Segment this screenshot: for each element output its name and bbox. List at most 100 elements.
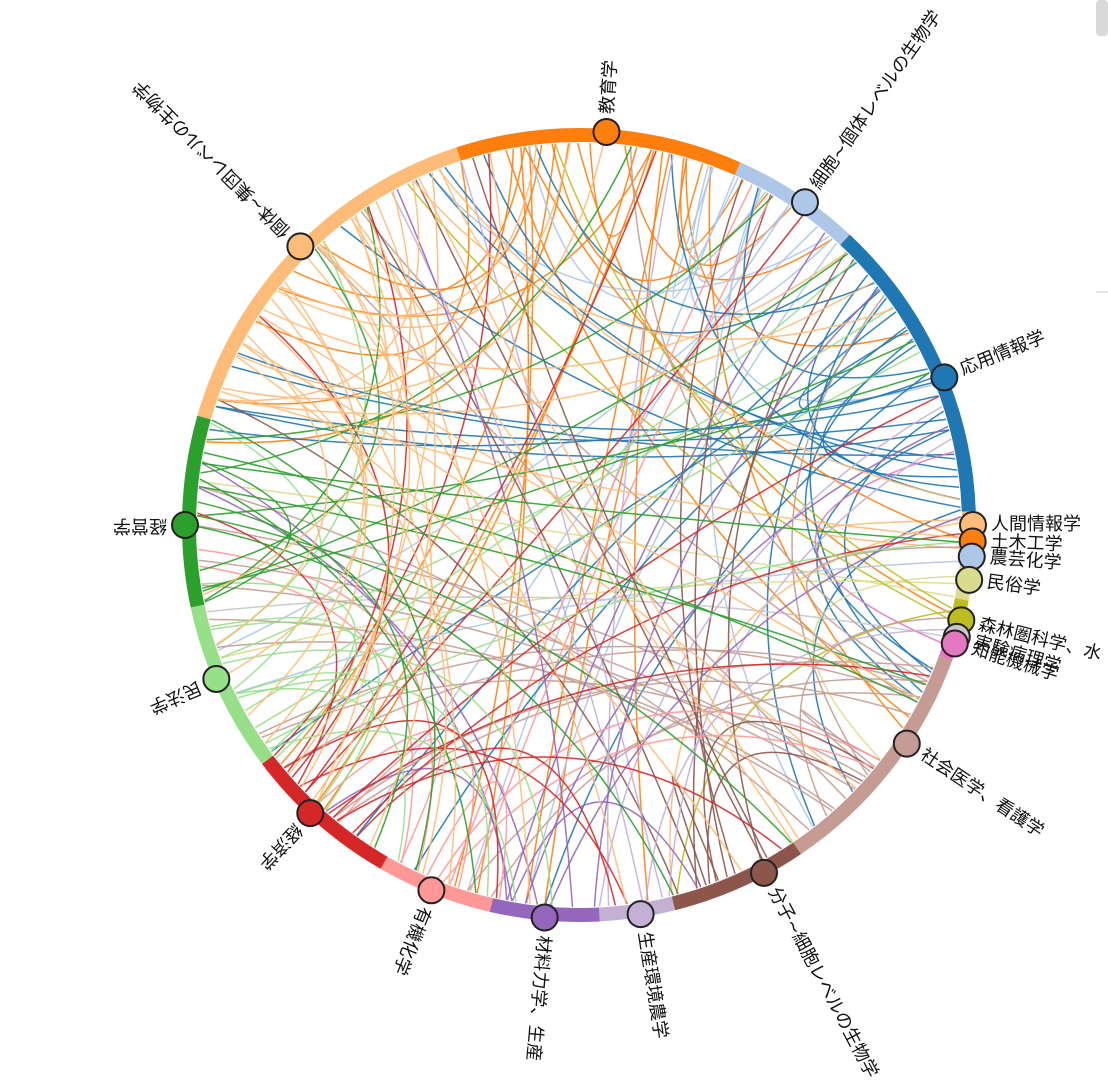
group-label: 細胞~個体レベルの生物学 bbox=[806, 7, 945, 194]
link bbox=[304, 214, 804, 793]
link bbox=[269, 730, 517, 902]
link bbox=[645, 628, 947, 902]
link bbox=[220, 306, 894, 659]
link bbox=[238, 678, 490, 896]
group-node bbox=[626, 900, 655, 929]
link bbox=[476, 147, 530, 894]
link bbox=[280, 145, 538, 317]
link bbox=[306, 256, 627, 905]
group-node bbox=[892, 729, 921, 758]
group-label: 分子~細胞レベルの生物学 bbox=[764, 884, 883, 1082]
link bbox=[624, 145, 833, 281]
link bbox=[201, 461, 292, 603]
link bbox=[322, 240, 433, 846]
link bbox=[206, 596, 945, 637]
link bbox=[199, 478, 477, 893]
link bbox=[352, 532, 961, 834]
group-node bbox=[955, 565, 984, 594]
link bbox=[805, 546, 961, 683]
link bbox=[506, 232, 826, 901]
link bbox=[217, 398, 679, 895]
link bbox=[265, 541, 961, 745]
link bbox=[694, 166, 790, 283]
link bbox=[220, 390, 961, 539]
group-label: 応用情報学 bbox=[957, 327, 1048, 380]
link bbox=[199, 565, 414, 864]
link bbox=[226, 318, 369, 675]
link bbox=[242, 342, 857, 789]
link bbox=[812, 509, 961, 792]
link bbox=[418, 177, 799, 839]
link bbox=[332, 395, 940, 818]
link bbox=[694, 194, 772, 878]
group-arc bbox=[671, 842, 801, 911]
link bbox=[412, 180, 895, 340]
link bbox=[258, 315, 390, 778]
link bbox=[593, 288, 880, 907]
link bbox=[469, 194, 773, 892]
link bbox=[276, 142, 571, 329]
link bbox=[210, 422, 323, 690]
link bbox=[211, 621, 380, 805]
link bbox=[809, 286, 923, 693]
scrollbar-edge bbox=[1096, 0, 1108, 36]
link bbox=[198, 485, 927, 686]
link bbox=[336, 756, 782, 850]
link bbox=[201, 462, 961, 543]
link bbox=[629, 146, 930, 679]
link bbox=[206, 143, 570, 444]
group-node bbox=[171, 511, 199, 539]
link bbox=[202, 253, 849, 592]
group-label: 民俗学 bbox=[986, 571, 1042, 599]
group-node bbox=[592, 117, 621, 146]
link bbox=[511, 801, 699, 902]
link bbox=[261, 679, 867, 778]
link bbox=[222, 143, 605, 400]
link bbox=[524, 146, 962, 540]
links bbox=[196, 142, 962, 907]
link bbox=[209, 381, 934, 447]
link bbox=[353, 216, 794, 843]
link bbox=[201, 462, 513, 902]
link bbox=[259, 314, 920, 700]
link bbox=[799, 617, 950, 817]
link bbox=[273, 153, 492, 757]
link bbox=[467, 175, 736, 891]
link bbox=[356, 205, 790, 837]
link bbox=[791, 294, 885, 776]
link bbox=[299, 747, 628, 905]
group-label: 経営学 bbox=[113, 515, 167, 536]
link bbox=[196, 514, 792, 844]
link bbox=[323, 147, 638, 810]
link bbox=[680, 157, 792, 267]
link bbox=[668, 438, 952, 897]
link bbox=[201, 582, 356, 752]
link bbox=[199, 248, 380, 572]
link bbox=[679, 179, 743, 874]
group-label: 個体~集団レベルの生物学 bbox=[129, 76, 295, 242]
link bbox=[211, 419, 436, 871]
link bbox=[356, 747, 617, 906]
link bbox=[198, 485, 810, 831]
link bbox=[235, 671, 375, 812]
link bbox=[688, 165, 833, 318]
group-node bbox=[930, 363, 959, 392]
link bbox=[804, 338, 934, 670]
link bbox=[280, 143, 557, 765]
group-label: 農芸化学 bbox=[989, 547, 1062, 574]
link bbox=[231, 365, 955, 457]
link bbox=[287, 206, 408, 773]
link bbox=[438, 169, 961, 501]
group-node bbox=[530, 903, 559, 932]
group-node bbox=[790, 188, 819, 217]
link bbox=[305, 150, 657, 793]
link bbox=[428, 173, 830, 293]
link bbox=[242, 343, 447, 874]
group-label: 民法学 bbox=[146, 677, 204, 717]
link bbox=[703, 720, 874, 882]
group-arc bbox=[840, 234, 976, 512]
link bbox=[235, 355, 743, 872]
link bbox=[814, 450, 955, 644]
link bbox=[255, 161, 470, 356]
